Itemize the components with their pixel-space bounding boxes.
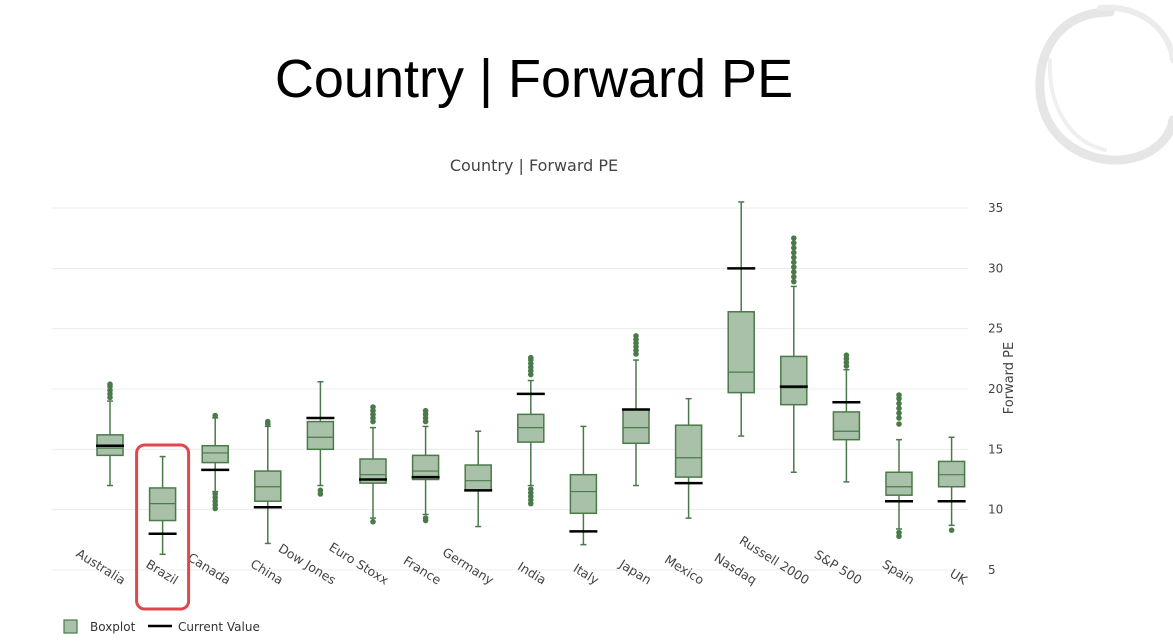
x-tick-label-italy: Italy bbox=[571, 560, 602, 587]
box-iqr-japan bbox=[622, 408, 650, 445]
outlier-spain-2 bbox=[896, 421, 902, 427]
x-tick-label-uk: UK bbox=[947, 566, 970, 588]
brush-circle-logo bbox=[1035, 4, 1173, 165]
box-italy bbox=[569, 425, 598, 546]
outlier-russell-2000-6 bbox=[791, 249, 797, 256]
boxplot-series bbox=[96, 201, 966, 556]
box-canada bbox=[201, 412, 230, 512]
y-tick-label-25: 25 bbox=[988, 322, 1003, 336]
box-iqr-russell-2000 bbox=[780, 355, 808, 406]
box-iqr-india bbox=[517, 413, 545, 443]
box-india bbox=[516, 354, 545, 507]
legend-boxplot-swatch[interactable] bbox=[63, 619, 78, 634]
outlier-canada-4 bbox=[212, 491, 218, 497]
outlier-france-5 bbox=[422, 407, 429, 414]
outlier-uk-0 bbox=[948, 527, 955, 533]
box-iqr-nasdaq bbox=[727, 311, 755, 394]
outlier-russell-2000-3 bbox=[791, 264, 797, 270]
outlier-russell-2000-0 bbox=[791, 278, 797, 285]
x-tick-label-nasdaq: Nasdaq bbox=[712, 550, 760, 588]
outlier-spain-6 bbox=[896, 400, 902, 407]
outlier-france-1 bbox=[422, 515, 429, 521]
gridlines bbox=[52, 207, 968, 571]
box-uk bbox=[937, 436, 966, 533]
slide-title: Country | Forward PE bbox=[274, 49, 794, 109]
x-tick-label-china: China bbox=[248, 556, 286, 588]
outlier-india-10 bbox=[528, 354, 534, 361]
outlier-spain-5 bbox=[896, 405, 902, 412]
box-brazil bbox=[148, 455, 177, 556]
y-tick-label-20: 20 bbox=[988, 382, 1003, 396]
box-russell-2000 bbox=[779, 235, 808, 474]
brazil-highlight-box bbox=[135, 443, 191, 611]
box-iqr-canada bbox=[201, 444, 229, 464]
box-japan bbox=[622, 333, 650, 487]
outlier-spain-1 bbox=[896, 529, 902, 536]
outlier-spain-8 bbox=[896, 392, 902, 398]
y-tick-label-5: 5 bbox=[988, 563, 996, 577]
outlier-china-1 bbox=[265, 418, 271, 425]
box-mexico bbox=[674, 397, 703, 519]
box-iqr-s-p-500 bbox=[832, 411, 861, 441]
y-tick-label-35: 35 bbox=[988, 201, 1003, 215]
outlier-russell-2000-1 bbox=[791, 273, 797, 280]
outlier-india-4 bbox=[528, 486, 534, 492]
y-axis-ticks: 5 10 15 20 25 30 35 bbox=[988, 201, 1003, 577]
outlier-russell-2000-4 bbox=[791, 259, 797, 266]
box-s-p-500 bbox=[832, 352, 861, 483]
box-china bbox=[253, 418, 282, 545]
box-iqr-france bbox=[411, 454, 440, 481]
outlier-australia-4 bbox=[107, 381, 113, 387]
box-iqr-brazil bbox=[148, 487, 177, 522]
legend-boxplot-label[interactable]: Boxplot bbox=[90, 620, 136, 634]
outlier-euro-stoxx-0 bbox=[370, 518, 376, 525]
outlier-russell-2000-2 bbox=[791, 269, 797, 275]
y-tick-label-30: 30 bbox=[988, 261, 1003, 275]
box-iqr-spain bbox=[885, 471, 913, 496]
outlier-euro-stoxx-5 bbox=[370, 404, 376, 410]
outlier-russell-2000-8 bbox=[791, 240, 797, 246]
x-tick-label-euro-stoxx: Euro Stoxx bbox=[326, 539, 391, 587]
chart-title: Country | Forward PE bbox=[450, 156, 618, 175]
y-tick-label-10: 10 bbox=[988, 503, 1003, 517]
x-tick-label-japan: Japan bbox=[616, 556, 654, 588]
box-iqr-china bbox=[254, 470, 282, 502]
outlier-russell-2000-5 bbox=[791, 254, 797, 261]
x-tick-label-india: India bbox=[515, 559, 549, 588]
y-tick-label-15: 15 bbox=[988, 442, 1003, 456]
box-iqr-italy bbox=[569, 473, 598, 515]
outlier-russell-2000-9 bbox=[791, 235, 797, 241]
outlier-canada-5 bbox=[212, 412, 218, 419]
outlier-s-p-500-3 bbox=[843, 352, 850, 359]
box-iqr-uk bbox=[937, 460, 966, 488]
box-iqr-germany bbox=[464, 464, 492, 492]
box-spain bbox=[885, 392, 913, 540]
box-iqr-mexico bbox=[674, 424, 703, 478]
outlier-russell-2000-7 bbox=[791, 245, 797, 251]
chart-legend[interactable]: Boxplot Current Value bbox=[63, 619, 260, 634]
x-tick-label-canada: Canada bbox=[185, 550, 233, 588]
outlier-japan-5 bbox=[633, 333, 639, 339]
box-euro-stoxx bbox=[359, 404, 387, 525]
x-tick-label-germany: Germany bbox=[440, 544, 497, 587]
x-tick-label-australia: Australia bbox=[74, 546, 129, 588]
box-france bbox=[411, 407, 440, 524]
outlier-dow-jones-1 bbox=[317, 487, 324, 494]
outlier-spain-4 bbox=[896, 410, 902, 416]
legend-current-value-label[interactable]: Current Value bbox=[178, 620, 260, 634]
box-nasdaq bbox=[727, 201, 756, 437]
x-tick-label-spain: Spain bbox=[880, 556, 918, 587]
box-iqr-dow-jones bbox=[306, 420, 335, 451]
x-tick-label-s-p-500: S&P 500 bbox=[812, 547, 865, 588]
x-tick-label-brazil: Brazil bbox=[143, 556, 181, 587]
box-australia bbox=[96, 381, 124, 487]
box-germany bbox=[464, 430, 493, 528]
box-dow-jones bbox=[306, 381, 335, 497]
y-axis-label: Forward PE bbox=[1002, 342, 1017, 414]
outlier-spain-3 bbox=[896, 415, 902, 421]
